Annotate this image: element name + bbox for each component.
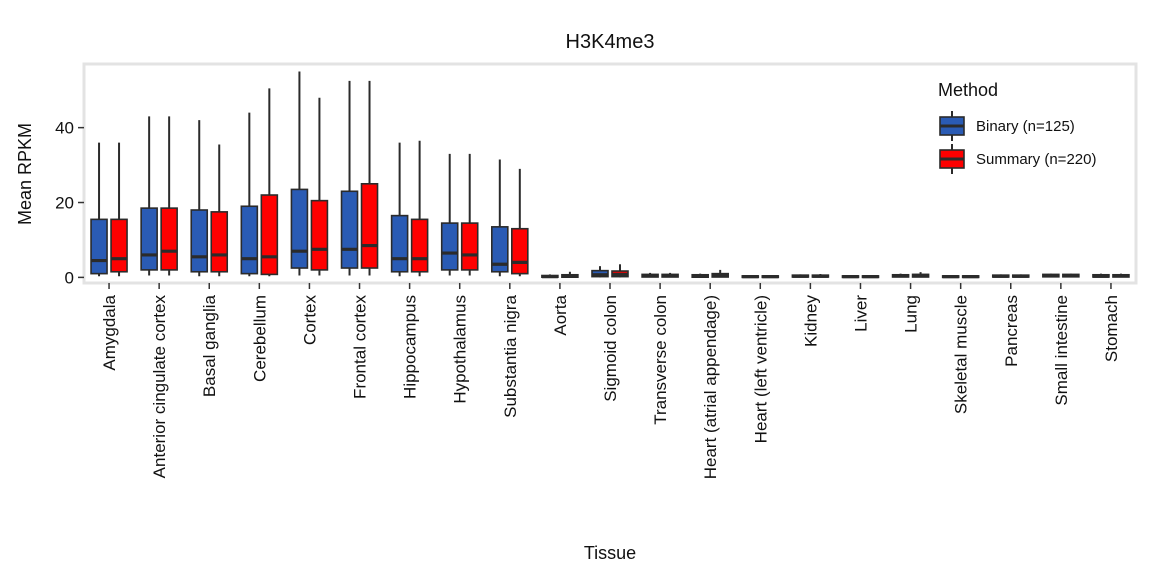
box-summary xyxy=(661,272,679,278)
x-tick-label: Frontal cortex xyxy=(351,295,370,399)
box-iqr xyxy=(190,209,209,273)
y-tick-label: 0 xyxy=(65,268,74,287)
x-tick-label: Skeletal muscle xyxy=(952,295,971,414)
box-binary xyxy=(90,142,108,277)
box-summary xyxy=(310,97,329,276)
x-tick-label: Substantia nigra xyxy=(501,294,520,417)
box-summary xyxy=(561,271,579,278)
x-tick-label: Cortex xyxy=(300,295,319,346)
box-binary xyxy=(240,112,259,277)
y-axis-title: Mean RPKM xyxy=(15,123,35,225)
x-axis-title: Tissue xyxy=(584,543,636,563)
x-tick-label: Hippocampus xyxy=(401,295,420,399)
box-iqr xyxy=(410,218,429,273)
x-tick-label: Aorta xyxy=(551,294,570,335)
x-tick-label: Transverse colon xyxy=(651,295,670,425)
box-iqr xyxy=(90,218,108,275)
box-iqr xyxy=(340,190,359,269)
x-tick-label: Heart (left ventricle) xyxy=(751,295,770,443)
legend-title: Method xyxy=(938,80,998,100)
x-tick-label: Small intestine xyxy=(1052,295,1071,406)
box-binary xyxy=(891,273,910,278)
box-binary xyxy=(440,153,459,276)
box-summary xyxy=(210,144,229,277)
box-iqr xyxy=(440,222,459,271)
y-tick-label: 20 xyxy=(55,194,74,213)
x-tick-label: Sigmoid colon xyxy=(601,295,620,402)
box-iqr xyxy=(460,222,479,271)
y-axis: 0 20 40 xyxy=(55,119,84,287)
x-tick-label: Liver xyxy=(851,295,870,332)
box-iqr xyxy=(290,188,309,269)
box-binary xyxy=(591,266,609,278)
box-iqr xyxy=(360,182,379,269)
box-binary xyxy=(190,120,209,277)
box-iqr xyxy=(140,207,158,271)
boxes-layer xyxy=(90,71,1130,279)
x-tick-label: Pancreas xyxy=(1002,295,1021,367)
box-summary xyxy=(611,264,629,278)
box-binary xyxy=(841,275,860,279)
box-summary xyxy=(260,88,279,277)
box-summary xyxy=(911,272,930,278)
box-summary xyxy=(761,275,780,279)
legend-label: Summary (n=220) xyxy=(976,151,1096,168)
box-iqr xyxy=(310,199,329,271)
x-tick-label: Hypothalamus xyxy=(451,295,470,404)
box-iqr xyxy=(110,218,128,273)
box-summary xyxy=(711,269,729,278)
x-tick-label: Amygdala xyxy=(100,294,119,370)
box-binary xyxy=(140,116,158,276)
box-binary xyxy=(1042,273,1060,278)
box-binary xyxy=(1092,273,1110,278)
box-binary xyxy=(541,274,559,279)
box-binary xyxy=(390,142,409,277)
x-tick-label: Stomach xyxy=(1102,295,1121,362)
box-summary xyxy=(160,116,178,276)
box-binary xyxy=(641,272,659,278)
box-binary xyxy=(741,275,760,279)
box-iqr xyxy=(511,227,529,275)
x-tick-label: Cerebellum xyxy=(250,295,269,382)
box-summary xyxy=(1011,274,1030,278)
box-binary xyxy=(791,274,810,278)
box-summary xyxy=(1112,273,1130,278)
x-axis: Amygdala Anterior cingulate cortex Basal g… xyxy=(100,283,1121,479)
legend-entry: Binary (n=125) xyxy=(939,111,1075,141)
box-binary xyxy=(290,71,309,276)
box-summary xyxy=(861,275,880,279)
x-tick-label: Heart (atrial appendage) xyxy=(701,295,720,479)
box-iqr xyxy=(160,207,178,271)
box-iqr xyxy=(240,205,259,275)
box-summary xyxy=(961,275,980,279)
y-tick-label: 40 xyxy=(55,119,74,138)
box-summary xyxy=(360,80,379,276)
box-summary xyxy=(1062,273,1080,278)
box-iqr xyxy=(260,194,279,276)
x-tick-label: Lung xyxy=(902,295,921,333)
box-summary xyxy=(511,168,529,277)
x-tick-label: Anterior cingulate cortex xyxy=(150,295,169,479)
x-tick-label: Basal ganglia xyxy=(200,294,219,397)
box-binary xyxy=(991,274,1010,278)
box-iqr xyxy=(390,214,409,273)
box-summary xyxy=(410,140,429,277)
plot-panel xyxy=(82,62,1138,285)
box-summary xyxy=(460,153,479,276)
box-summary xyxy=(811,274,830,278)
box-binary xyxy=(691,273,709,278)
legend-entry: Summary (n=220) xyxy=(939,144,1096,174)
x-tick-label: Kidney xyxy=(801,295,820,347)
box-binary xyxy=(491,159,509,277)
box-binary xyxy=(941,275,960,279)
box-binary xyxy=(340,80,359,276)
box-iqr xyxy=(491,226,509,273)
legend: Method Binary (n=125) Summary (n=220) xyxy=(938,80,1096,174)
box-summary xyxy=(110,142,128,277)
chart-title: H3K4me3 xyxy=(566,31,655,53)
box-iqr xyxy=(210,211,229,273)
legend-label: Binary (n=125) xyxy=(976,118,1075,135)
